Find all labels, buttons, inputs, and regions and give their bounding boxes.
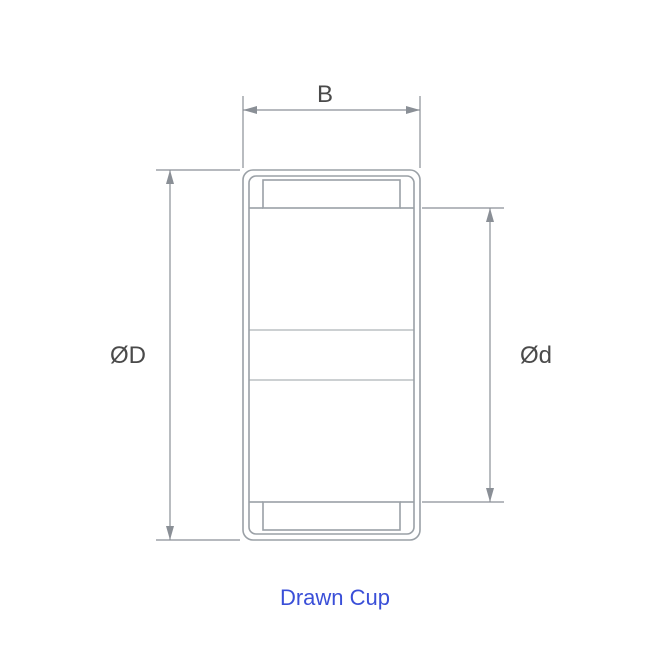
technical-drawing: B ØD Ød bbox=[0, 0, 670, 670]
diagram-container: B ØD Ød Drawn Cup bbox=[0, 0, 670, 670]
dim-label-inner-dia: Ød bbox=[520, 342, 552, 369]
caption: Drawn Cup bbox=[0, 585, 670, 611]
dim-label-width: B bbox=[317, 81, 333, 108]
dim-label-outer-dia: ØD bbox=[110, 342, 146, 369]
